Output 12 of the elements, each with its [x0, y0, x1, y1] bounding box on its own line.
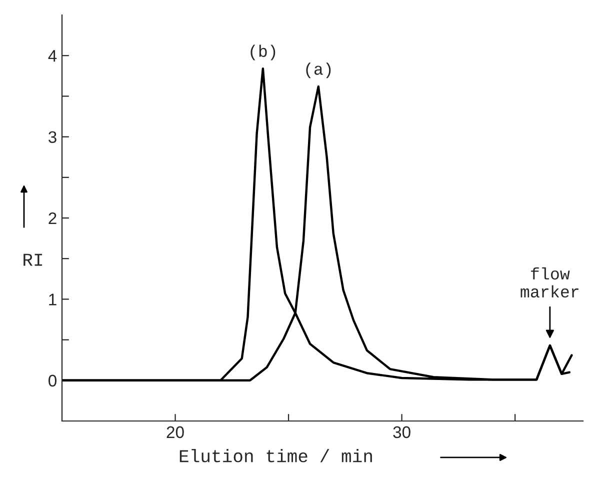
x-tick-label: 20: [166, 426, 184, 438]
y-tick-label: 1: [49, 294, 56, 306]
annotation: (a): [306, 62, 331, 78]
x-axis-title: Elution time / min: [180, 449, 372, 462]
annotation: flow marker: [520, 267, 578, 298]
y-tick-label: 3: [48, 131, 56, 144]
y-tick-label: 2: [48, 212, 56, 224]
x-tick-label: 30: [393, 426, 410, 438]
y-tick-label: 4: [48, 50, 57, 62]
y-axis-title: RI: [24, 254, 42, 266]
y-tick-label: 0: [48, 374, 56, 387]
annotation: (b): [250, 44, 276, 60]
